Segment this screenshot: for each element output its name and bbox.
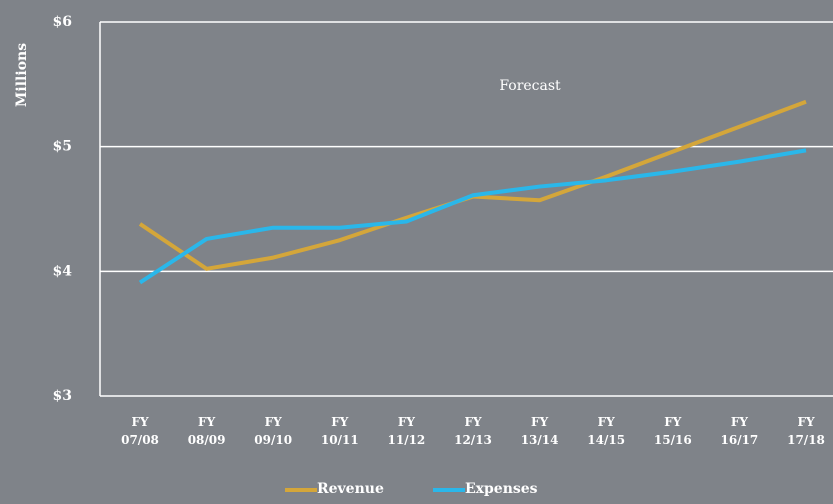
- y-tick-label: $4: [53, 263, 73, 279]
- x-tick-label: FY 11/12: [388, 415, 426, 447]
- y-axis-label: Millions: [14, 43, 30, 107]
- annotation: Forecast: [499, 78, 561, 94]
- x-tick-label: FY 13/14: [521, 415, 559, 447]
- legend-label: Expenses: [465, 481, 538, 497]
- x-tick-label: FY 12/13: [454, 415, 492, 447]
- x-tick-label: FY 08/09: [188, 415, 226, 447]
- y-tick-label: $3: [53, 388, 72, 404]
- x-tick-label: FY 07/08: [121, 415, 159, 447]
- x-tick-label: FY 16/17: [721, 415, 759, 447]
- y-tick-label: $6: [53, 14, 72, 30]
- x-tick-label: FY 09/10: [254, 415, 292, 447]
- series-line: [138, 148, 807, 285]
- y-tick-label: $5: [53, 139, 72, 155]
- legend-label: Revenue: [317, 481, 384, 497]
- x-tick-label: FY 14/15: [587, 415, 625, 447]
- x-tick-label: FY 15/16: [654, 415, 692, 447]
- x-tick-label: FY 17/18: [787, 415, 825, 447]
- x-tick-label: FY 10/11: [321, 415, 359, 447]
